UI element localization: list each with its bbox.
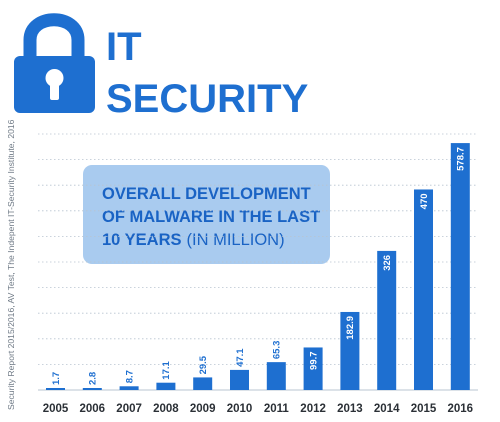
- value-label-2009: 29.5: [198, 355, 209, 374]
- gridlines: [38, 133, 478, 391]
- value-label-2011: 65.3: [272, 341, 283, 360]
- bar-2014: [377, 250, 397, 390]
- value-label-2015: 470: [419, 193, 430, 209]
- x-tick-2014: 2014: [374, 403, 400, 415]
- value-labels: 1.7 2.8 8.7 17.1 29.5 47.1 65.3 99.7 182.9 326 470…: [51, 147, 467, 385]
- padlock-icon: [14, 13, 95, 113]
- x-tick-2005: 2005: [43, 403, 69, 415]
- value-label-2012: 99.7: [308, 351, 319, 370]
- x-tick-2010: 2010: [227, 403, 253, 415]
- x-tick-2016: 2016: [448, 403, 474, 415]
- x-tick-2008: 2008: [153, 403, 179, 415]
- bar-2011: [266, 362, 286, 390]
- value-label-2013: 182.9: [345, 316, 356, 340]
- callout-line-3: 10 YEARS (IN MILLION): [102, 231, 285, 249]
- value-label-2016: 578.7: [456, 147, 467, 171]
- value-label-2008: 17.1: [161, 360, 172, 379]
- chart-title-callout: OVERALL DEVELOPMENT OF MALWARE IN THE LA…: [83, 165, 330, 264]
- title-line-1: IT: [106, 25, 142, 69]
- bar-2008: [156, 382, 176, 390]
- x-tick-labels: 2005 2006 2007 2008 2009 2010 2011 2012 2013 2014…: [43, 403, 473, 415]
- bar-2012: [303, 347, 323, 390]
- bar-2005: [46, 388, 65, 390]
- callout-line-1: OVERALL DEVELOPMENT: [102, 185, 311, 203]
- value-label-2010: 47.1: [235, 348, 246, 367]
- value-label-2006: 2.8: [88, 372, 99, 385]
- x-tick-2012: 2012: [300, 403, 326, 415]
- bar-2016: [450, 143, 470, 390]
- bar-2009: [193, 377, 213, 390]
- value-label-2007: 8.7: [124, 370, 135, 383]
- callout-line-3-bold: 10 YEARS: [102, 231, 182, 249]
- source-note: Security Report 2015/2016, AV Test, The …: [6, 119, 16, 410]
- x-tick-2009: 2009: [190, 403, 216, 415]
- callout-line-3-rest: (IN MILLION): [187, 231, 285, 249]
- x-tick-2013: 2013: [337, 403, 363, 415]
- x-tick-2015: 2015: [411, 403, 437, 415]
- bars: [46, 143, 470, 390]
- title-line-2: SECURITY: [106, 77, 309, 121]
- value-label-2014: 326: [382, 255, 393, 271]
- bar-2013: [340, 311, 360, 390]
- callout-line-2: OF MALWARE IN THE LAST: [102, 208, 320, 226]
- x-tick-2011: 2011: [264, 403, 290, 415]
- bar-2015: [414, 189, 433, 390]
- value-label-2005: 1.7: [51, 372, 62, 385]
- bar-2007: [119, 386, 139, 390]
- x-tick-2007: 2007: [116, 403, 142, 415]
- bar-2006: [82, 388, 102, 390]
- bar-2010: [230, 369, 249, 390]
- x-tick-2006: 2006: [80, 403, 106, 415]
